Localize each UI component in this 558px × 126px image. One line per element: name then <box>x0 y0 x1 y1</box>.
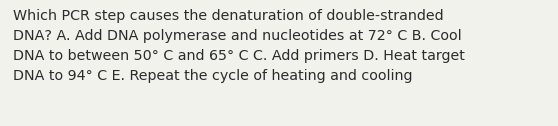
Text: Which PCR step causes the denaturation of double-stranded
DNA? A. Add DNA polyme: Which PCR step causes the denaturation o… <box>13 9 465 83</box>
